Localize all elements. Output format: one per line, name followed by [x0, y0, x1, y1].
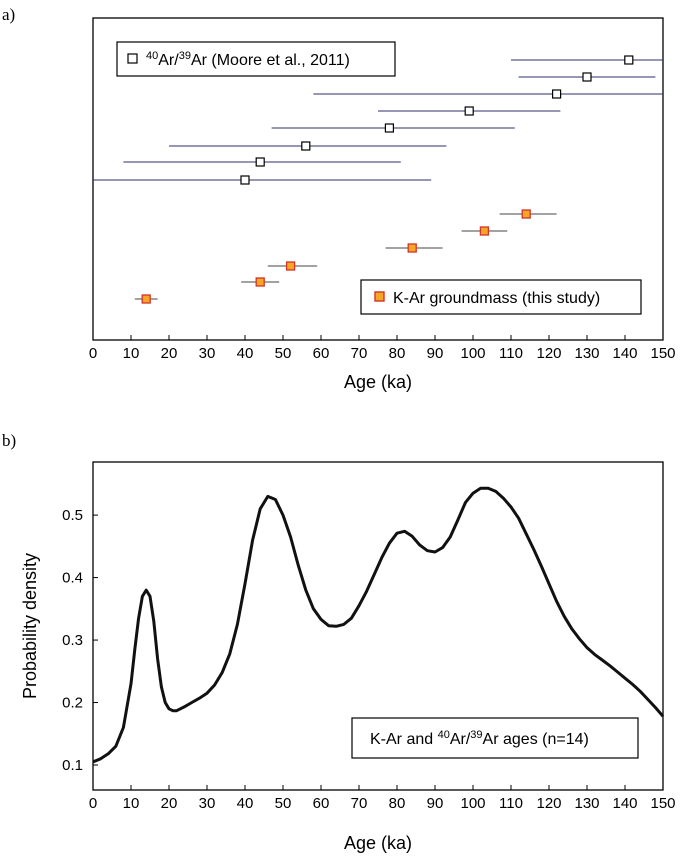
x-tick-label: 90	[427, 345, 444, 362]
panel-a: a) 0 10 20 30 40 50 60 70 80 90 100 110 120 130 140 150…	[2, 5, 676, 392]
panel-b-y-axis-title: Probability density	[20, 553, 40, 699]
moore-point	[255, 157, 265, 167]
legend-b-label: K-Ar and 40Ar/39Ar ages (n=14)	[370, 729, 589, 748]
x-tick-label: 130	[574, 345, 599, 362]
x-tick-label: 100	[460, 345, 485, 362]
panel-b-label: b)	[2, 431, 16, 450]
legend-moore-box	[116, 41, 396, 77]
y-tick-label: 0.1	[62, 757, 83, 774]
probability-density-curve	[92, 486, 665, 764]
x-tick-label: 40	[237, 345, 254, 362]
panel-b: b) 0 10 20 30 40 50 60 70 80 90 100 110 120 130 140 150…	[2, 431, 676, 853]
x-tick-label: 50	[275, 345, 292, 362]
kar-point	[255, 277, 265, 287]
kar-point	[521, 209, 531, 219]
x-tick-label: 40	[237, 795, 254, 812]
x-tick-label: 70	[351, 345, 368, 362]
x-tick-label: 70	[351, 795, 368, 812]
y-tick-label: 0.2	[62, 695, 83, 712]
kar-point	[141, 294, 151, 304]
x-tick-label: 30	[199, 795, 216, 812]
legend-kar-label: K-Ar groundmass (this study)	[393, 290, 600, 307]
panel-a-label: a)	[2, 5, 15, 24]
moore-point	[384, 123, 394, 133]
panel-a-x-axis-title: Age (ka)	[344, 372, 412, 392]
x-tick-label: 110	[499, 795, 523, 812]
x-tick-label: 130	[574, 795, 599, 812]
x-tick-label: 90	[427, 795, 444, 812]
legend-kar-box	[360, 279, 642, 315]
legend-moore: 40Ar/39Ar (Moore et al., 2011)	[116, 41, 396, 77]
y-tick-label: 0.5	[62, 507, 83, 524]
y-tick-label: 0.3	[62, 632, 83, 649]
x-tick-label: 60	[313, 795, 330, 812]
x-tick-label: 10	[123, 795, 140, 812]
moore-point	[582, 72, 592, 82]
x-tick-label: 60	[313, 345, 330, 362]
moore-point	[301, 141, 311, 151]
x-tick-label: 30	[199, 345, 216, 362]
x-tick-label: 110	[499, 345, 523, 362]
x-tick-label: 150	[650, 345, 675, 362]
x-tick-label: 50	[275, 795, 292, 812]
kar-point	[285, 261, 296, 271]
kar-point	[407, 243, 417, 253]
legend-open-square-icon	[127, 53, 138, 64]
x-tick-label: 140	[612, 345, 637, 362]
legend-b-box	[351, 717, 639, 759]
x-tick-label: 20	[161, 345, 178, 362]
x-tick-label: 120	[536, 795, 561, 812]
panel-b-frame	[92, 461, 664, 791]
x-tick-label: 150	[650, 795, 675, 812]
panel-b-x-axis-title: Age (ka)	[344, 833, 412, 853]
moore-point	[551, 89, 562, 99]
panel-a-frame	[92, 17, 664, 341]
x-tick-label: 0	[89, 795, 97, 812]
moore-point	[464, 106, 474, 116]
kar-point	[479, 226, 490, 236]
y-tick-label: 0.4	[62, 570, 83, 587]
legend-b: K-Ar and 40Ar/39Ar ages (n=14)	[351, 717, 639, 759]
legend-filled-square-icon	[374, 291, 385, 302]
legend-moore-label: 40Ar/39Ar (Moore et al., 2011)	[146, 50, 350, 69]
x-tick-label: 100	[460, 795, 485, 812]
moore-point	[240, 175, 250, 185]
x-tick-label: 80	[389, 345, 406, 362]
x-tick-label: 120	[536, 345, 561, 362]
moore-point	[624, 55, 634, 65]
x-tick-label: 140	[612, 795, 637, 812]
legend-kar: K-Ar groundmass (this study)	[360, 279, 642, 315]
x-tick-label: 80	[389, 795, 406, 812]
x-tick-label: 20	[161, 795, 178, 812]
x-tick-label: 0	[89, 345, 97, 362]
x-tick-label: 10	[123, 345, 140, 362]
